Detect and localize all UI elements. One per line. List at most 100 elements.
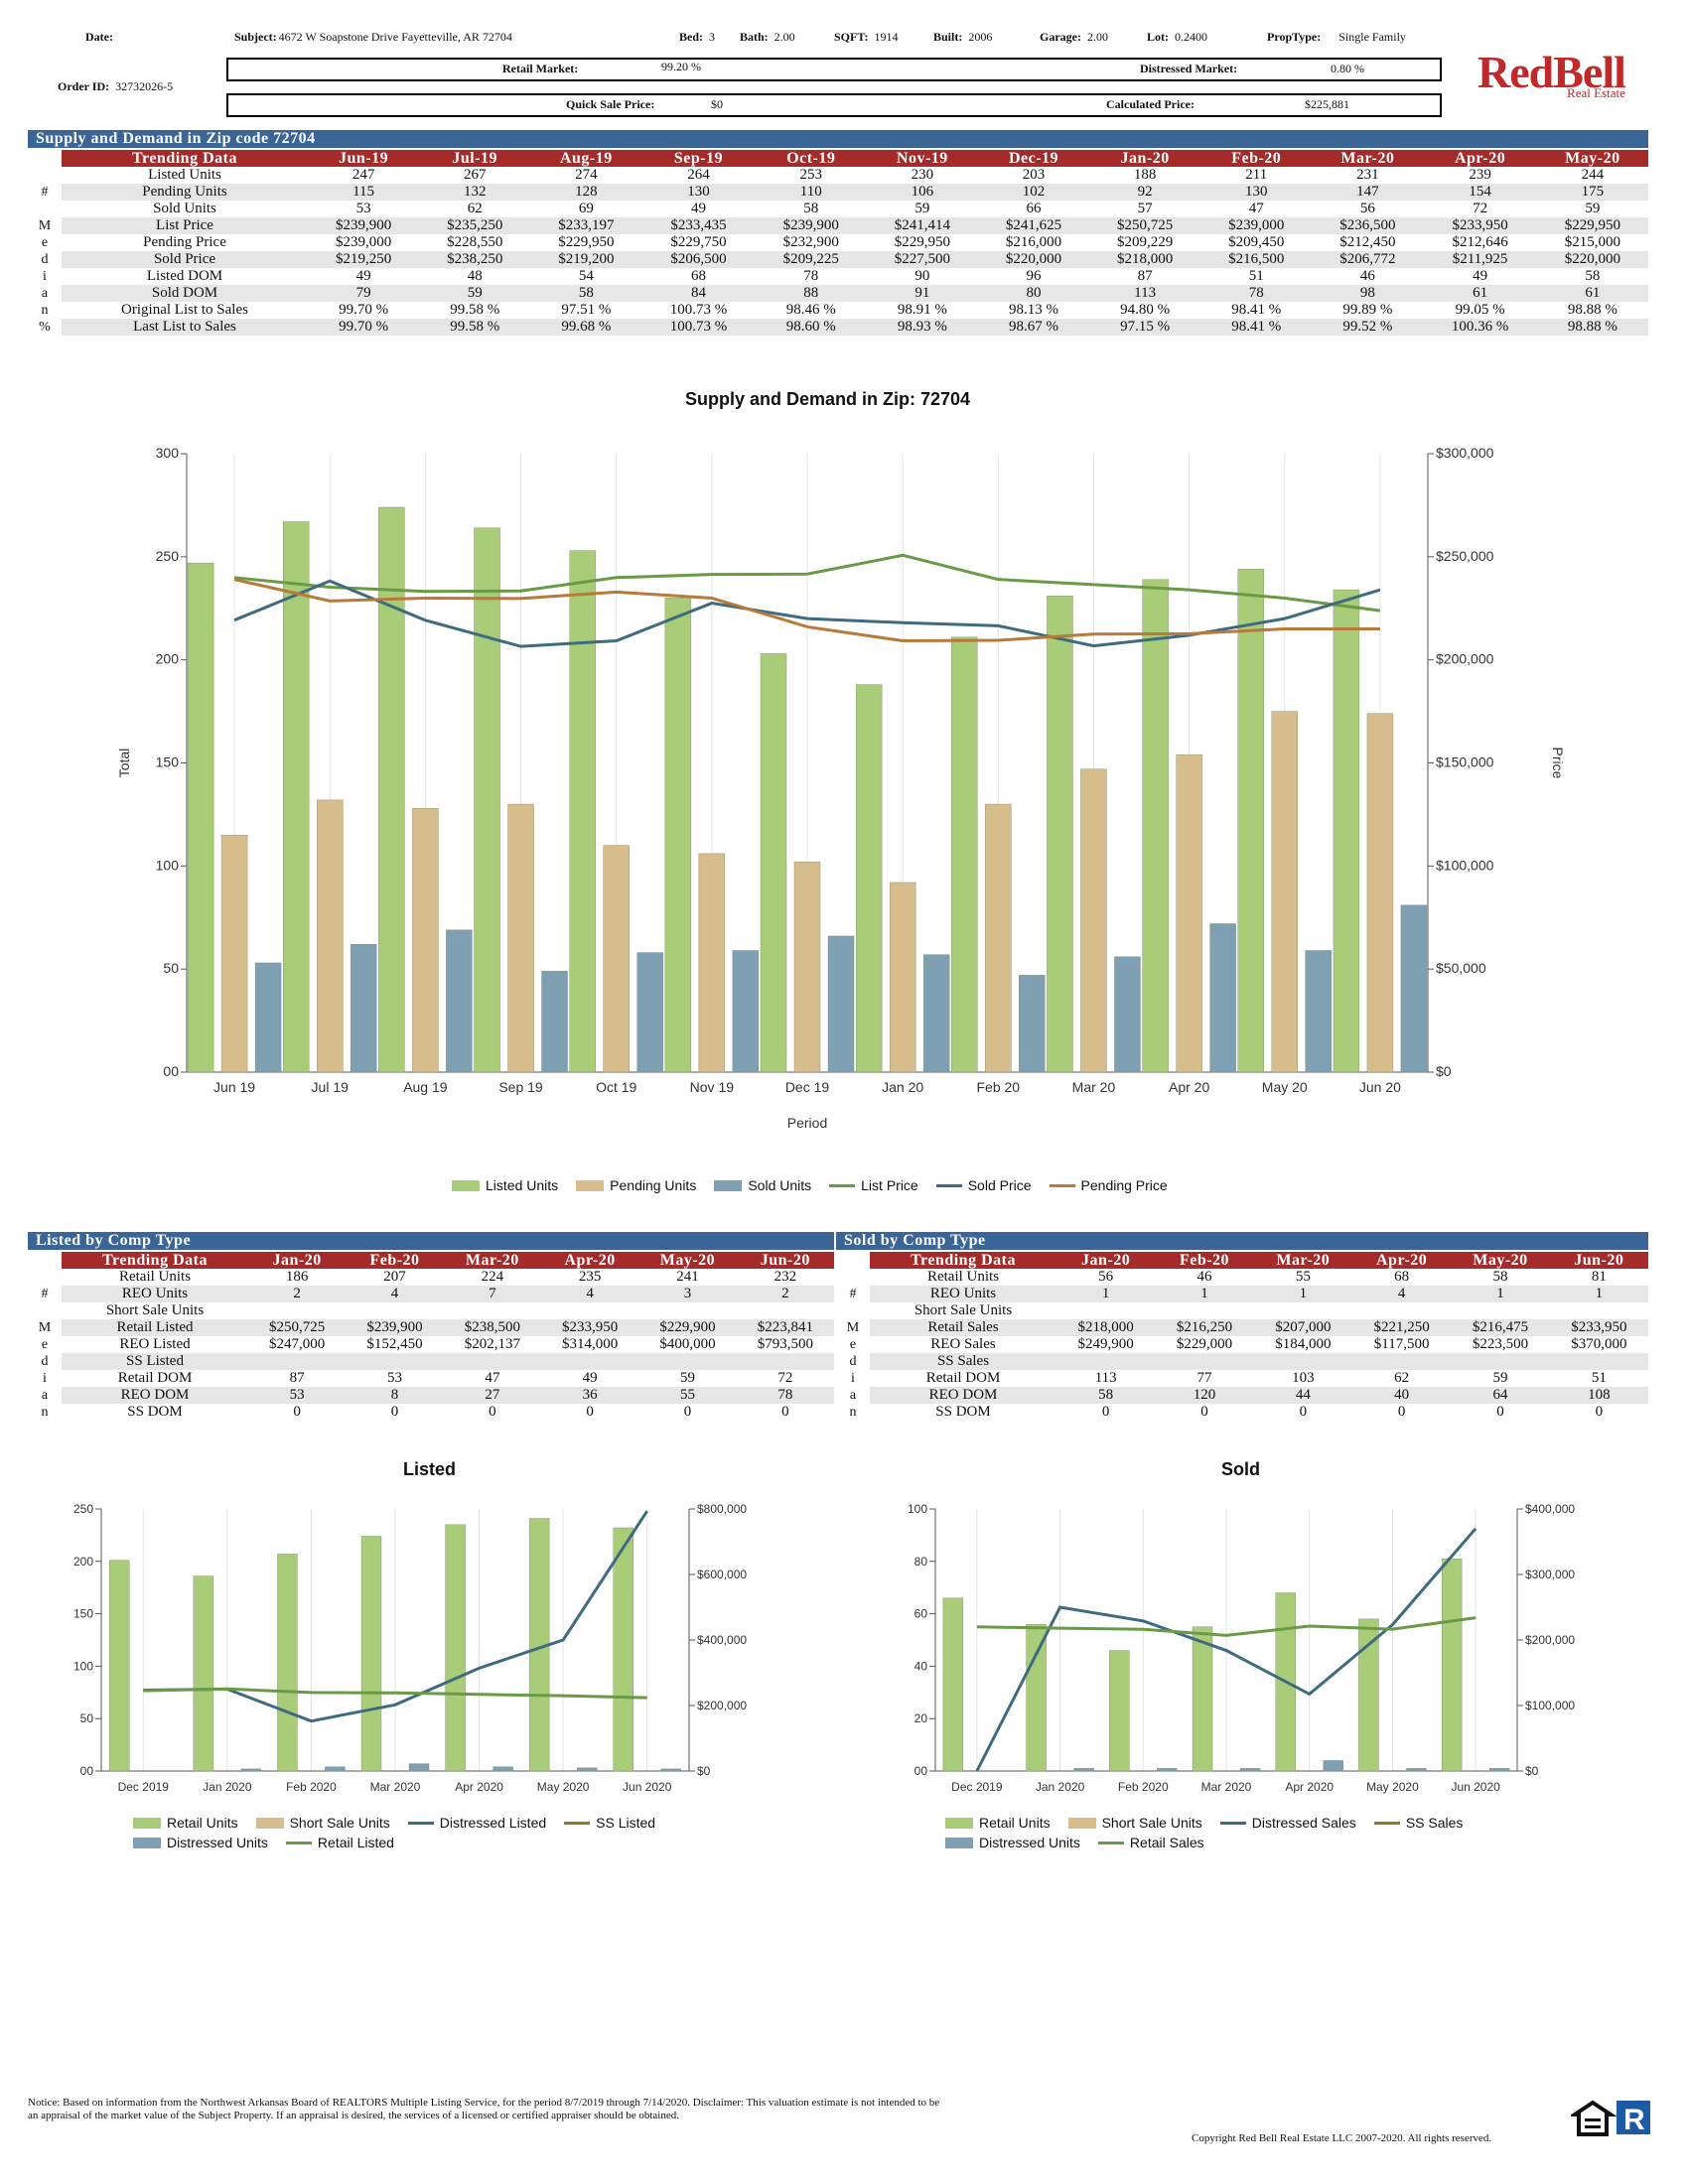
sold-header-blank bbox=[836, 1252, 870, 1269]
supply-row: i Listed DOM 49 48 54 68 78 90 96 87 51 46 49 58 bbox=[28, 268, 1648, 285]
sold-side-label: i bbox=[836, 1370, 870, 1387]
sold-cell: 0 bbox=[1101, 1404, 1110, 1420]
legend-label: List Price bbox=[861, 1177, 918, 1193]
equal-housing-realtor-icon: R bbox=[1571, 2100, 1650, 2136]
listed-cell: 7 bbox=[443, 1286, 541, 1302]
date-label: Date: bbox=[85, 30, 113, 44]
supply-header-month: Jul-19 bbox=[419, 150, 531, 167]
listed-header-month: Mar-20 bbox=[443, 1252, 541, 1269]
sold-row: i Retail DOM 113 77 103 62 59 51 bbox=[836, 1370, 1648, 1387]
listed-cell bbox=[346, 1353, 444, 1370]
bar-distressed-units bbox=[1488, 1768, 1510, 1772]
supply-cell: 98.88 % bbox=[1536, 319, 1648, 336]
proptype-field: PropType: Single Family bbox=[1267, 28, 1406, 46]
sold-row-label: REO Sales bbox=[930, 1336, 996, 1352]
svg-text:R: R bbox=[1623, 2104, 1645, 2136]
supply-cell: 128 bbox=[530, 184, 642, 201]
sold-header-label: Trending Data bbox=[870, 1252, 1056, 1269]
y2-tick-label: $100,000 bbox=[1525, 1699, 1575, 1712]
supply-cell: 61 bbox=[1423, 285, 1537, 302]
listed-cell: $250,725 bbox=[248, 1319, 347, 1336]
listed-cell: $238,500 bbox=[443, 1319, 541, 1336]
legend-label: Pending Price bbox=[1080, 1177, 1168, 1193]
supply-cell: 102 bbox=[977, 184, 1090, 201]
listed-cell: 78 bbox=[736, 1387, 834, 1404]
sqft-field: SQFT: 1914 bbox=[834, 28, 898, 46]
legend-label: Short Sale Units bbox=[289, 1815, 390, 1831]
supply-row: Listed Units 247 267 274 264 253 230 203 188 211 2… bbox=[28, 167, 1648, 184]
supply-cell: 72 bbox=[1473, 201, 1488, 216]
sold-cell: 113 bbox=[1094, 1370, 1117, 1386]
bar-retail-units bbox=[1109, 1650, 1130, 1772]
x-tick-label: May 20 bbox=[1262, 1079, 1308, 1095]
bar-retail-units bbox=[942, 1597, 964, 1772]
bar-listed-units bbox=[1333, 589, 1360, 1073]
sold-cell bbox=[1550, 1302, 1648, 1319]
legend-item: SS Sales bbox=[1373, 1815, 1463, 1831]
listed-row: M Retail Listed $250,725 $239,900 $238,500 $2… bbox=[28, 1319, 834, 1336]
supply-side-label: i bbox=[28, 268, 62, 285]
lot-value: 0.2400 bbox=[1175, 30, 1207, 44]
supply-side-label: n bbox=[28, 302, 62, 319]
retail-market-value: 99.20 % bbox=[661, 60, 701, 73]
legend-item: Distressed Units bbox=[945, 1835, 1080, 1850]
sold-header-month: May-20 bbox=[1451, 1252, 1550, 1269]
sold-row: Short Sale Units bbox=[836, 1302, 1648, 1319]
supply-header-label: Trending Data bbox=[62, 150, 308, 167]
legend-item: Sold Price bbox=[935, 1177, 1032, 1193]
supply-cell: 98.13 % bbox=[1009, 302, 1058, 318]
sold-cell bbox=[1253, 1353, 1352, 1370]
supply-row: d Sold Price $219,250 $238,250 $219,200 $206,… bbox=[28, 251, 1648, 268]
supply-cell: $229,950 bbox=[1536, 217, 1648, 234]
supply-cell: 264 bbox=[687, 167, 710, 183]
listed-cell: 53 bbox=[386, 1370, 402, 1386]
supply-cell: 79 bbox=[308, 285, 420, 302]
sold-cell bbox=[1155, 1353, 1254, 1370]
supply-cell: 98.41 % bbox=[1200, 319, 1313, 336]
bar-pending-units bbox=[793, 861, 821, 1073]
supply-cell: 51 bbox=[1248, 268, 1264, 284]
supply-row-label: Pending Units bbox=[62, 184, 308, 201]
legend-label: Retail Listed bbox=[317, 1835, 394, 1850]
listed-side-label bbox=[28, 1269, 62, 1286]
legend-swatch bbox=[1067, 1817, 1096, 1829]
bar-pending-units bbox=[412, 807, 439, 1073]
supply-cell: $218,000 bbox=[1089, 251, 1201, 268]
listed-side-label: M bbox=[28, 1319, 62, 1336]
y-tick-label: 150 bbox=[156, 754, 180, 770]
x-tick-label: Dec 19 bbox=[785, 1079, 830, 1095]
supply-cell: 231 bbox=[1356, 167, 1379, 183]
supply-cell: 78 bbox=[803, 268, 819, 284]
bar-distressed-units bbox=[325, 1766, 346, 1772]
listed-cell: 224 bbox=[481, 1269, 504, 1285]
x-tick-label: Apr 20 bbox=[1169, 1079, 1209, 1095]
supply-cell: 253 bbox=[799, 167, 823, 183]
supply-cell: $206,772 bbox=[1312, 251, 1424, 268]
supply-header-month: Feb-20 bbox=[1200, 150, 1313, 167]
legend-item: Distressed Units bbox=[133, 1835, 268, 1850]
supply-cell: $233,197 bbox=[530, 217, 642, 234]
legend-item: Retail Units bbox=[133, 1815, 238, 1831]
supply-cell: $220,000 bbox=[1536, 251, 1648, 268]
supply-cell: 98.67 % bbox=[977, 319, 1090, 336]
listed-side-label bbox=[28, 1302, 62, 1319]
sold-cell: 55 bbox=[1295, 1269, 1311, 1285]
x-tick-label: Dec 2019 bbox=[118, 1780, 170, 1794]
bar-pending-units bbox=[603, 845, 630, 1073]
listed-cell bbox=[541, 1302, 638, 1319]
y2-tick-label: $50,000 bbox=[1436, 960, 1486, 976]
bar-distressed-units bbox=[1323, 1760, 1343, 1772]
supply-cell: 203 bbox=[1022, 167, 1046, 183]
legend-label: Retail Units bbox=[979, 1815, 1051, 1831]
listed-cell: 0 bbox=[781, 1404, 789, 1420]
calculated-price-label: Calculated Price: bbox=[1106, 97, 1195, 111]
supply-cell: 115 bbox=[308, 184, 420, 201]
supply-cell: $235,250 bbox=[419, 217, 531, 234]
order-id-label: Order ID: bbox=[58, 79, 110, 93]
garage-label: Garage: bbox=[1040, 30, 1081, 44]
supply-cell: 99.89 % bbox=[1342, 302, 1393, 318]
legend-label: Distressed Units bbox=[167, 1835, 268, 1850]
listed-cell: $229,900 bbox=[638, 1319, 737, 1336]
legend-item: Distressed Sales bbox=[1219, 1815, 1356, 1831]
line-retail-sales bbox=[976, 1616, 1477, 1637]
